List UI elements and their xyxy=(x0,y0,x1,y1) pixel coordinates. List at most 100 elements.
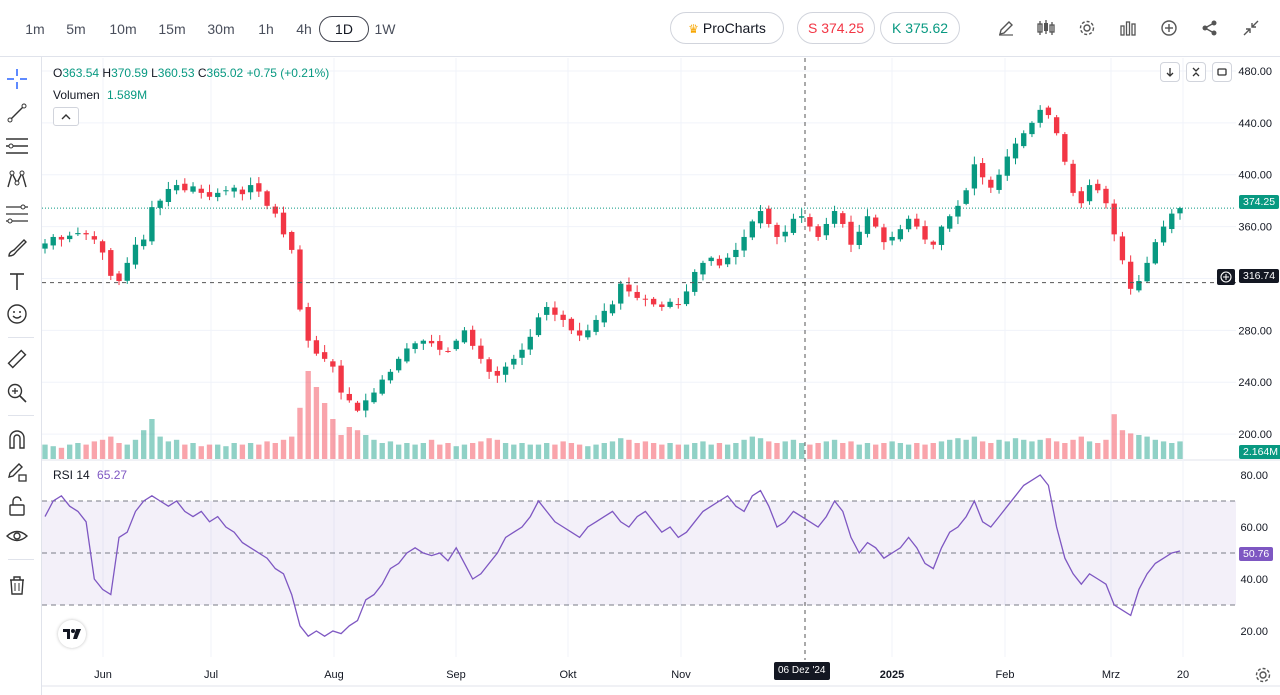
candle-down xyxy=(1078,191,1084,204)
magnet-icon[interactable] xyxy=(5,427,29,451)
interval-1h[interactable]: 1h xyxy=(258,21,274,37)
add-alert-button[interactable] xyxy=(1217,269,1235,285)
volume-bar xyxy=(667,443,673,459)
volume-bar xyxy=(58,447,65,459)
candle-up xyxy=(708,257,714,262)
candle-down xyxy=(716,258,723,266)
volume-bar xyxy=(428,439,435,459)
buy-button[interactable]: K 375.62 xyxy=(880,12,960,44)
volume-bar xyxy=(700,441,706,459)
eye-icon[interactable] xyxy=(5,524,29,548)
interval-1d[interactable]: 1D xyxy=(319,16,369,42)
volume-bar xyxy=(1012,438,1019,459)
plus-circle-icon[interactable] xyxy=(1157,16,1181,40)
volume-bar xyxy=(124,444,130,459)
pencil-icon[interactable] xyxy=(994,16,1018,40)
collapse-legend-button[interactable] xyxy=(53,107,79,126)
interval-10m[interactable]: 10m xyxy=(109,21,137,37)
volume-bar xyxy=(535,444,542,459)
lock-pencil-icon[interactable] xyxy=(5,460,29,484)
volume-bar xyxy=(856,444,862,459)
fib-icon[interactable] xyxy=(5,202,29,226)
candles-icon[interactable] xyxy=(1034,16,1058,40)
candle-down xyxy=(642,298,649,300)
volume-bar xyxy=(75,443,81,459)
volume-bar xyxy=(741,439,747,459)
candle-down xyxy=(1103,188,1109,204)
candle-up xyxy=(1029,122,1035,135)
volume-bar xyxy=(840,443,846,459)
tradingview-logo[interactable] xyxy=(58,620,86,648)
crosshair-icon[interactable] xyxy=(5,67,29,91)
candle-up xyxy=(1144,262,1150,282)
emoji-icon[interactable] xyxy=(5,302,29,326)
candle-down xyxy=(922,226,928,240)
volume-label: Volumen xyxy=(53,88,100,102)
candle-up xyxy=(502,366,509,375)
interval-4h[interactable]: 4h xyxy=(296,21,312,37)
interval-1w[interactable]: 1W xyxy=(374,21,396,37)
candle-up xyxy=(1086,185,1093,202)
trash-icon[interactable] xyxy=(5,573,29,597)
interval-5m[interactable]: 5m xyxy=(66,21,86,37)
candle-up xyxy=(231,187,237,192)
volume-bar xyxy=(683,444,690,459)
rsi-value-badge: 50.76 xyxy=(1239,547,1274,561)
trendline-icon[interactable] xyxy=(5,101,29,125)
candle-up xyxy=(511,358,517,365)
candle-down xyxy=(1111,203,1117,235)
candle-up xyxy=(601,310,607,323)
candle-down xyxy=(1062,134,1068,162)
axis-settings-gear-icon[interactable] xyxy=(1254,666,1272,684)
interval-15m[interactable]: 15m xyxy=(158,21,186,37)
share-icon[interactable] xyxy=(1198,16,1222,40)
time-axis-label: Nov xyxy=(671,669,691,681)
volume-bar xyxy=(494,439,501,459)
time-axis-label: Jul xyxy=(204,669,218,681)
volume-bar xyxy=(889,441,895,459)
volume-bar xyxy=(371,439,377,459)
candle-up xyxy=(247,185,254,193)
volume-bar xyxy=(873,444,879,459)
ohlc-legend: O363.54 H370.59 L360.53 C365.02 +0.75 (+… xyxy=(53,66,330,80)
bar-chart-icon[interactable] xyxy=(1116,16,1140,40)
horizontal-lines-icon[interactable] xyxy=(5,134,29,158)
volume-bar xyxy=(675,444,681,459)
text-icon[interactable] xyxy=(5,270,29,294)
time-axis-label: Aug xyxy=(324,669,344,681)
lock-icon[interactable] xyxy=(5,494,29,518)
candle-down xyxy=(1053,117,1060,134)
volume-bar xyxy=(338,435,344,459)
candle-up xyxy=(535,317,542,336)
volume-bar xyxy=(141,430,147,459)
ruler-icon[interactable] xyxy=(5,347,29,371)
candle-up xyxy=(733,249,739,258)
candle-up xyxy=(971,164,978,189)
price-tick-label: 480.00 xyxy=(1238,66,1272,78)
volume-bar xyxy=(815,443,821,459)
zoom-icon[interactable] xyxy=(5,381,29,405)
procharts-button[interactable]: ♛ ProCharts xyxy=(670,12,784,44)
last-price-badge: 374.25 xyxy=(1239,195,1280,209)
maximize-pane-button[interactable] xyxy=(1212,62,1232,82)
move-down-button[interactable] xyxy=(1160,62,1180,82)
volume-bar xyxy=(461,444,468,459)
gear-icon[interactable] xyxy=(1075,16,1099,40)
candle-up xyxy=(996,174,1002,190)
collapse-icon[interactable] xyxy=(1239,16,1263,40)
candle-up xyxy=(692,271,698,292)
collapse-pane-button[interactable] xyxy=(1186,62,1206,82)
candle-down xyxy=(1070,163,1076,193)
interval-1m[interactable]: 1m xyxy=(25,21,45,37)
volume-bar xyxy=(996,439,1002,459)
volume-bar xyxy=(412,444,418,459)
candle-up xyxy=(593,319,599,332)
drawing-toolbar xyxy=(0,57,42,695)
interval-30m[interactable]: 30m xyxy=(207,21,235,37)
volume-bar xyxy=(1177,441,1183,459)
brush-icon[interactable] xyxy=(5,236,29,260)
sell-button[interactable]: S 374.25 xyxy=(797,12,875,44)
low-value: 360.53 xyxy=(157,66,195,80)
pattern-icon[interactable] xyxy=(5,168,29,192)
